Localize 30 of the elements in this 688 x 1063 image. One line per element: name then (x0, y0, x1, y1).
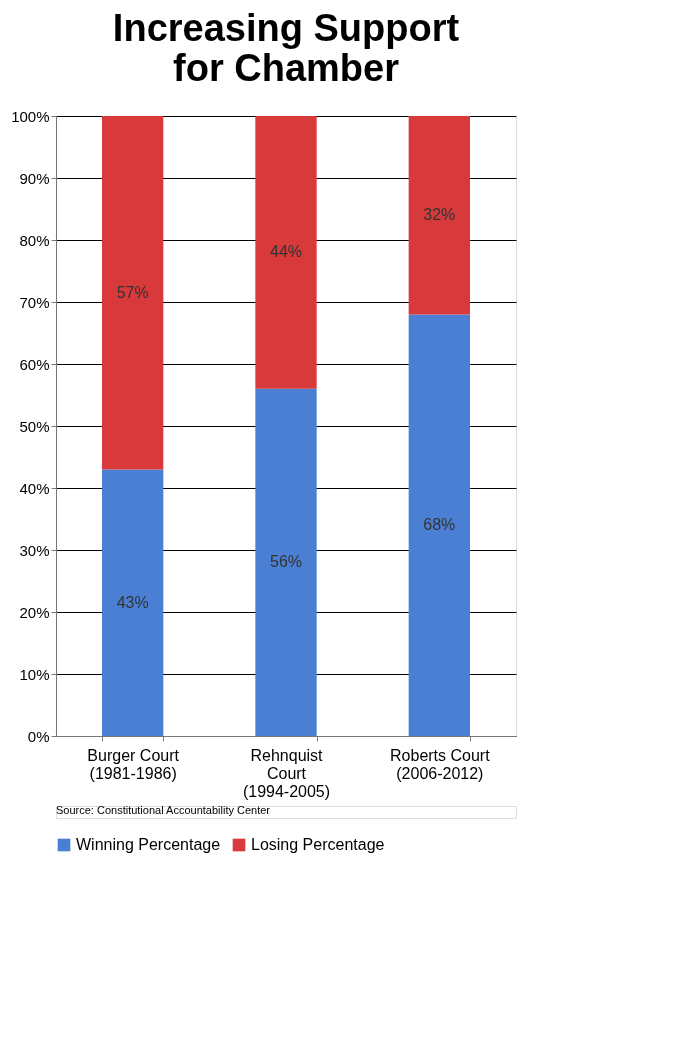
bar (408, 116, 470, 315)
source-note: Source: Constitutional Accountability Center (56, 804, 271, 816)
y-tick-label: 100% (11, 107, 50, 125)
y-tick-label: 70% (19, 293, 50, 311)
bar (255, 116, 317, 389)
y-tick-label: 60% (19, 355, 50, 373)
y-tick-label: 30% (19, 541, 50, 559)
data-label: 56% (269, 553, 303, 571)
data-label: 32% (423, 206, 456, 224)
x-tick-label: Burger Court (1981-1986) (87, 746, 180, 782)
y-tick-label: 90% (19, 169, 50, 187)
y-tick-label: 80% (19, 231, 50, 249)
y-tick-label: 40% (19, 479, 50, 497)
bar (255, 388, 317, 736)
y-tick-label: 50% (19, 417, 50, 435)
data-label: 68% (423, 516, 456, 534)
chart-title: Increasing Support for Chamber (112, 7, 460, 89)
x-tick-label: Roberts Court (2006-2012) (390, 746, 491, 782)
bar (102, 116, 164, 470)
y-tick-label: 0% (27, 727, 50, 745)
x-tick-label: Rehnquist Court (1994-2005) (242, 746, 331, 800)
y-tick-label: 10% (19, 665, 50, 683)
bar (102, 469, 164, 736)
y-tick-label: 20% (19, 603, 50, 621)
legend-label: Losing Percentage (251, 836, 385, 853)
data-label: 57% (116, 283, 149, 301)
data-label: 43% (116, 593, 149, 611)
data-label: 44% (269, 243, 303, 261)
legend-label: Winning Percentage (76, 836, 221, 853)
bar (408, 314, 470, 736)
